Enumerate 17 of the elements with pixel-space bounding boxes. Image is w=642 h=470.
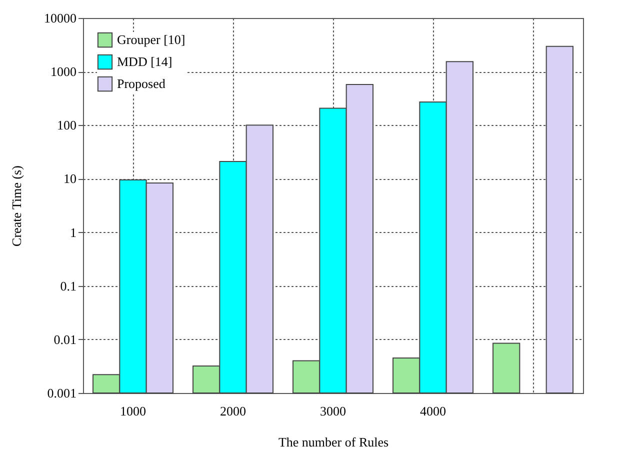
y-tick-label: 10: [64, 171, 76, 186]
x-axis-title: The number of Rules: [278, 434, 389, 450]
y-axis-title: Create Time (s): [9, 166, 24, 246]
y-tick-label: 1000: [50, 64, 76, 80]
legend-label: Proposed: [117, 76, 166, 91]
y-tick-label: 0.001: [47, 386, 76, 400]
x-tick-label: 1000: [120, 404, 146, 418]
y-tick-label: 10000: [44, 10, 76, 26]
legend-label: Grouper [10]: [117, 32, 186, 47]
y-tick-label: 100: [57, 118, 76, 133]
y-tick-label: 0.01: [54, 332, 76, 347]
legend-label: MDD [14]: [117, 54, 172, 69]
x-tick-label: 2000: [220, 404, 246, 418]
x-tick-label: 3000: [320, 404, 346, 418]
y-tick-label: 0.1: [60, 278, 76, 294]
x-tick-label: 4000: [420, 404, 446, 418]
y-tick-label: 1: [70, 224, 76, 240]
